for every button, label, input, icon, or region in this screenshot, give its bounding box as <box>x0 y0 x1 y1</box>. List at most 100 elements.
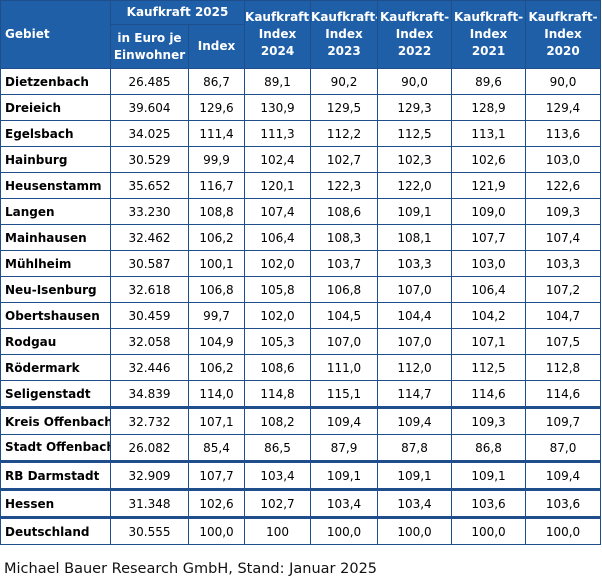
table-cell: 106,4 <box>451 276 527 303</box>
table-cell: 109,4 <box>377 406 453 435</box>
table-cell: 34.025 <box>110 120 189 147</box>
table-cell: 107,1 <box>187 406 246 435</box>
row-name: Deutschland <box>0 516 111 545</box>
table-cell: 115,1 <box>310 380 379 408</box>
table-cell: 112,5 <box>377 120 453 147</box>
table-row: Mainhausen 32.462 106,2 106,4 108,3 108,1 107,… <box>0 224 602 251</box>
table-cell: 107,0 <box>310 328 379 355</box>
table-cell: 86,8 <box>451 434 527 462</box>
row-name: Stadt Offenbach <box>0 434 111 462</box>
table-cell: 87,9 <box>310 434 379 462</box>
table-cell: 30.587 <box>110 250 189 277</box>
table-cell: 111,3 <box>244 120 312 147</box>
table-cell: 103,0 <box>451 250 527 277</box>
table-cell: 103,7 <box>310 250 379 277</box>
table-row: Stadt Offenbach 26.082 85,4 86,5 87,9 87,8 86,… <box>0 434 602 462</box>
table-cell: 114,6 <box>525 380 602 408</box>
table-cell: 106,2 <box>187 354 246 381</box>
kaufkraft-table: Gebiet Kaufkraft 2025 Kaufkraft-Index 20… <box>0 0 602 545</box>
row-name: Hainburg <box>0 146 111 173</box>
table-cell: 102,3 <box>377 146 453 173</box>
table-cell: 109,0 <box>451 198 527 225</box>
row-name: Seligenstadt <box>0 380 111 408</box>
table-row: Neu-Isenburg 32.618 106,8 105,8 106,8 107,0 10… <box>0 276 602 303</box>
row-name: Neu-Isenburg <box>0 276 111 303</box>
table-cell: 34.839 <box>110 380 189 408</box>
table-cell: 108,2 <box>244 406 312 435</box>
table-cell: 32.058 <box>110 328 189 355</box>
table-cell: 129,6 <box>187 94 246 121</box>
row-name: Dreieich <box>0 94 111 121</box>
table-cell: 100,0 <box>310 516 379 545</box>
table-cell: 107,0 <box>377 328 453 355</box>
table-cell: 114,0 <box>187 380 246 408</box>
table-cell: 106,2 <box>187 224 246 251</box>
table-row: Obertshausen 30.459 99,7 102,0 104,5 104,4 104… <box>0 302 602 329</box>
table-cell: 113,6 <box>525 120 602 147</box>
table-cell: 39.604 <box>110 94 189 121</box>
table-cell: 104,9 <box>187 328 246 355</box>
table-cell: 30.529 <box>110 146 189 173</box>
table-cell: 26.082 <box>110 434 189 462</box>
header-gebiet: Gebiet <box>0 0 111 69</box>
table-cell: 102,0 <box>244 250 312 277</box>
table-cell: 35.652 <box>110 172 189 199</box>
table-row: Dreieich 39.604 129,6 130,9 129,5 129,3 128,9 1… <box>0 94 602 121</box>
table-cell: 105,8 <box>244 276 312 303</box>
table-cell: 111,4 <box>187 120 246 147</box>
table-cell: 30.555 <box>110 516 189 545</box>
table-cell: 129,5 <box>310 94 379 121</box>
table-cell: 107,2 <box>525 276 602 303</box>
table-cell: 129,3 <box>377 94 453 121</box>
table-cell: 106,8 <box>187 276 246 303</box>
table-cell: 86,5 <box>244 434 312 462</box>
table-cell: 90,2 <box>310 68 379 95</box>
table-cell: 107,1 <box>451 328 527 355</box>
table-cell: 90,0 <box>377 68 453 95</box>
table-row: Mühlheim 30.587 100,1 102,0 103,7 103,3 103,0 1… <box>0 250 602 277</box>
table-cell: 90,0 <box>525 68 602 95</box>
table-cell: 108,1 <box>377 224 453 251</box>
table-cell: 107,4 <box>525 224 602 251</box>
table-cell: 107,0 <box>377 276 453 303</box>
table-row: Hainburg 30.529 99,9 102,4 102,7 102,3 102,6 10… <box>0 146 602 173</box>
table-cell: 87,0 <box>525 434 602 462</box>
table-cell: 120,1 <box>244 172 312 199</box>
table-row: Seligenstadt 34.839 114,0 114,8 115,1 114,7 11… <box>0 380 602 408</box>
table-cell: 122,0 <box>377 172 453 199</box>
table-cell: 100,0 <box>451 516 527 545</box>
table-row: Rödermark 32.446 106,2 108,6 111,0 112,0 112,5… <box>0 354 602 381</box>
table-row: Kreis Offenbach 32.732 107,1 108,2 109,4 109,… <box>0 406 602 435</box>
table-cell: 87,8 <box>377 434 453 462</box>
table-cell: 114,6 <box>451 380 527 408</box>
header-index-2024: Kaufkraft-Index 2024 <box>244 0 312 69</box>
table-cell: 112,0 <box>377 354 453 381</box>
table-cell: 109,3 <box>525 198 602 225</box>
table-cell: 102,7 <box>244 488 312 518</box>
table-cell: 104,5 <box>310 302 379 329</box>
row-name: RB Darmstadt <box>0 460 111 490</box>
table-cell: 103,4 <box>310 488 379 518</box>
table-cell: 30.459 <box>110 302 189 329</box>
table-cell: 107,5 <box>525 328 602 355</box>
table-cell: 114,8 <box>244 380 312 408</box>
table-cell: 109,1 <box>377 198 453 225</box>
table-cell: 104,7 <box>525 302 602 329</box>
table-cell: 111,0 <box>310 354 379 381</box>
table-cell: 102,6 <box>187 488 246 518</box>
table-cell: 128,9 <box>451 94 527 121</box>
row-name: Mühlheim <box>0 250 111 277</box>
table-row: Langen 33.230 108,8 107,4 108,6 109,1 109,0 109… <box>0 198 602 225</box>
row-name: Kreis Offenbach <box>0 406 111 435</box>
table-cell: 112,2 <box>310 120 379 147</box>
table-cell: 122,6 <box>525 172 602 199</box>
table-cell: 130,9 <box>244 94 312 121</box>
table-cell: 107,7 <box>187 460 246 490</box>
row-name: Langen <box>0 198 111 225</box>
header-index-2021: Kaufkraft-Index 2021 <box>451 0 527 69</box>
table-row: RB Darmstadt 32.909 107,7 103,4 109,1 109,1 10… <box>0 460 602 490</box>
row-name: Rödermark <box>0 354 111 381</box>
table-cell: 99,9 <box>187 146 246 173</box>
row-name: Mainhausen <box>0 224 111 251</box>
table-cell: 107,7 <box>451 224 527 251</box>
